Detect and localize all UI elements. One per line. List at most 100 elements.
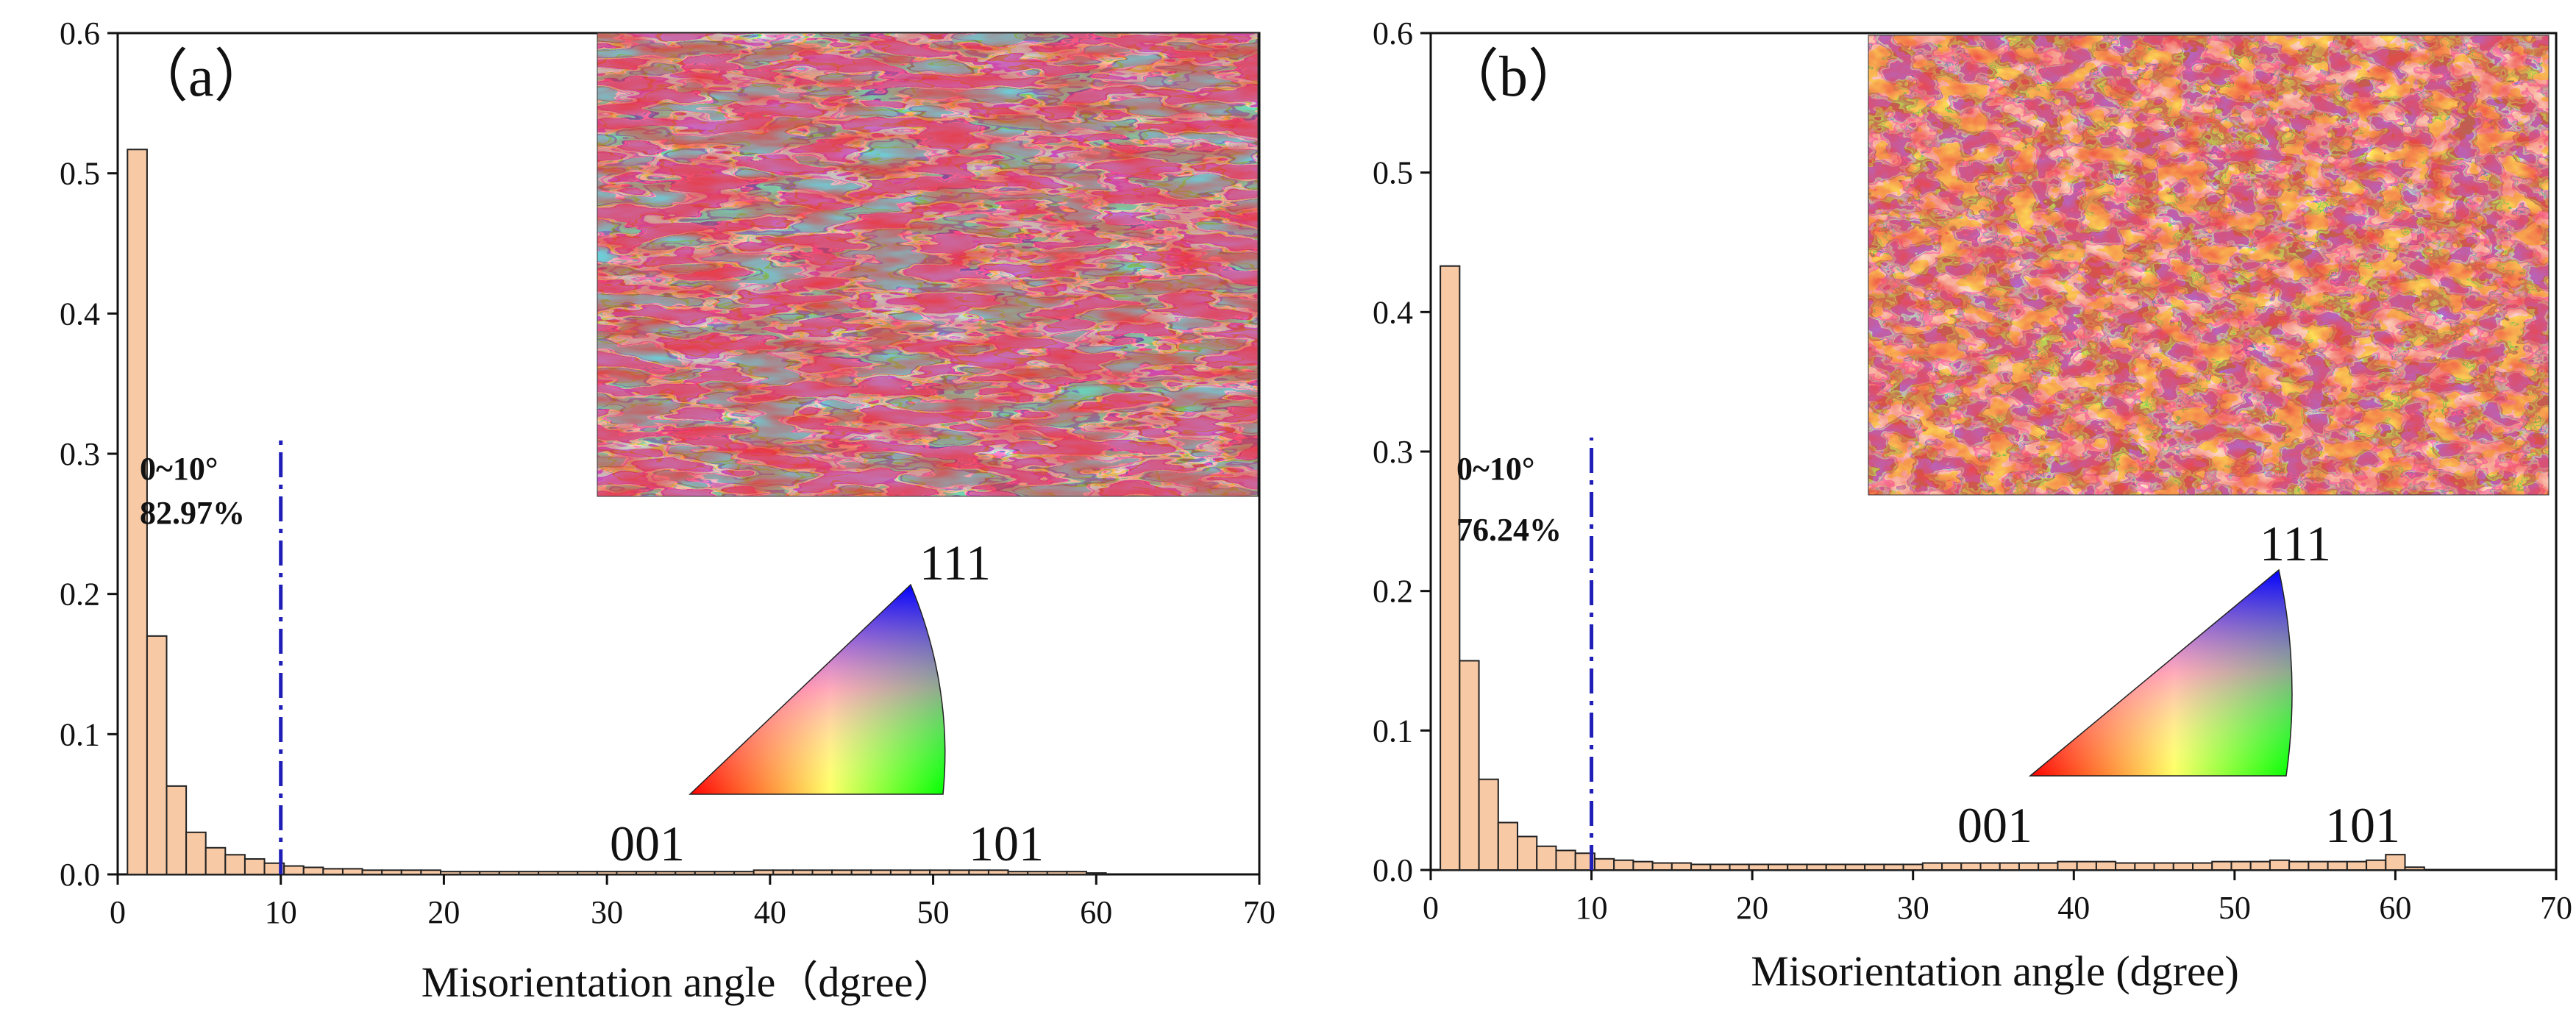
histogram-bar	[752, 869, 775, 876]
x-tick-label: 60	[2379, 890, 2411, 926]
x-tick-label: 70	[1243, 894, 1275, 930]
ipf-label-111-b: 111	[2260, 516, 2331, 571]
histogram-bar	[1690, 863, 1712, 871]
panel-a: 111 001 101 （a） 0~10° 82.97% 0 10 20 30 40 50…	[60, 15, 1275, 1006]
histogram-bar	[1593, 857, 1615, 871]
histogram-bar	[1085, 872, 1107, 876]
y-tick-label: 0.0	[60, 857, 100, 893]
histogram-bar	[1883, 863, 1904, 871]
x-axis-label-b: Misorientation angle (dgree)	[1751, 947, 2239, 995]
histogram-bar	[577, 871, 598, 875]
histogram-bar	[616, 871, 638, 875]
histogram-bar	[1902, 863, 1924, 871]
x-tick-label: 30	[1897, 890, 1929, 926]
histogram-bar	[2288, 860, 2310, 871]
ipf-label-001-b: 001	[1957, 797, 2032, 853]
histogram-bar	[733, 871, 755, 875]
histogram-bar	[1007, 871, 1029, 875]
histogram-bar	[2153, 862, 2174, 871]
x-tick-label: 0	[1423, 890, 1439, 926]
histogram-bar	[2385, 854, 2406, 871]
panel-label-b: （b）	[1442, 44, 1585, 108]
histogram-bar	[1632, 860, 1654, 871]
histogram-bar	[1729, 863, 1750, 871]
histogram-bar	[479, 871, 500, 875]
ipf-label-001-a: 001	[610, 816, 685, 871]
ebsd-map-b	[1868, 35, 2550, 496]
histogram-bar	[459, 871, 481, 875]
histogram-bar	[1027, 871, 1048, 875]
x-tick-label: 70	[2540, 890, 2572, 926]
annotation-range-a: 0~10°	[140, 451, 218, 487]
histogram-bar	[361, 869, 383, 876]
x-tick-label: 0	[110, 894, 126, 930]
annotation-percent-b: 76.24%	[1456, 512, 1562, 548]
panel-b: 111 001 101 （b） 0~10° 76.24% 0 10 20 30 40 50…	[1373, 15, 2572, 995]
histogram-bar	[596, 871, 618, 875]
histogram-bar	[166, 785, 188, 876]
histogram-bar	[1941, 862, 1963, 871]
histogram-bar	[283, 865, 305, 876]
histogram-bar	[889, 869, 911, 876]
y-tick-label: 0.5	[1373, 155, 1413, 191]
histogram-bar	[1748, 863, 1770, 871]
histogram-bar	[1651, 862, 1673, 871]
histogram-bar	[1787, 863, 1808, 871]
histogram-bar	[224, 854, 246, 875]
x-tick-label: 10	[1576, 890, 1608, 926]
ipf-label-111-a: 111	[919, 535, 991, 591]
ipf-key-b: 111 001 101	[1957, 516, 2400, 853]
bars-b	[1440, 265, 2425, 871]
histogram-bar	[2134, 862, 2155, 871]
histogram-bar	[2327, 860, 2348, 871]
histogram-bar	[2076, 860, 2097, 871]
y-tick-label: 0.6	[60, 15, 100, 51]
histogram-bar	[243, 858, 266, 875]
histogram-bar	[850, 869, 872, 876]
histogram-bar	[2192, 862, 2213, 871]
histogram-bar	[870, 869, 892, 876]
histogram-bar	[655, 871, 677, 875]
axis-a: 0 10 20 30 40 50 60 70 0.0 0.1 0.2 0.3 0.4 0.5 0.6	[60, 15, 1275, 930]
histogram-bar	[2308, 860, 2329, 871]
ipf-label-101-a: 101	[969, 816, 1044, 871]
ipf-label-101-b: 101	[2325, 797, 2400, 853]
histogram-bar	[636, 871, 657, 875]
histogram-bar	[341, 868, 363, 875]
histogram-bar	[1825, 863, 1846, 871]
histogram-bar	[1671, 862, 1693, 871]
x-tick-label: 40	[2057, 890, 2090, 926]
histogram-bar	[811, 869, 833, 876]
panel-label-a: （a）	[131, 44, 271, 108]
y-tick-label: 0.4	[60, 296, 100, 332]
histogram-bar	[791, 869, 814, 876]
histogram-bar	[1864, 863, 1885, 871]
histogram-bar	[831, 869, 853, 876]
x-tick-label: 50	[2219, 890, 2251, 926]
histogram-bar	[2366, 859, 2387, 871]
y-tick-label: 0.1	[1373, 713, 1413, 749]
histogram-bar	[1960, 862, 1982, 871]
annotation-range-b: 0~10°	[1456, 451, 1534, 487]
histogram-bar	[302, 866, 324, 876]
histogram-bar	[557, 871, 579, 875]
y-tick-label: 0.6	[1373, 15, 1413, 51]
histogram-bar	[1497, 821, 1519, 871]
bars-a	[127, 149, 1107, 876]
ebsd-map-a	[597, 32, 1259, 497]
histogram-bar	[694, 871, 716, 875]
histogram-bar	[185, 831, 207, 876]
histogram-bar	[1709, 863, 1731, 871]
histogram-bar	[2211, 860, 2232, 871]
histogram-bar	[2172, 862, 2194, 871]
y-tick-label: 0.3	[60, 436, 100, 472]
y-tick-label: 0.2	[1373, 574, 1413, 610]
histogram-bar	[2057, 860, 2078, 871]
histogram-bar	[2018, 862, 2040, 871]
histogram-bar	[381, 869, 402, 876]
histogram-bar	[1066, 871, 1087, 875]
histogram-bar	[1046, 871, 1068, 875]
y-tick-label: 0.2	[60, 577, 100, 613]
axis-b: 0 10 20 30 40 50 60 70 0.0 0.1 0.2 0.3 0.4 0.5 0.6	[1373, 15, 2572, 926]
